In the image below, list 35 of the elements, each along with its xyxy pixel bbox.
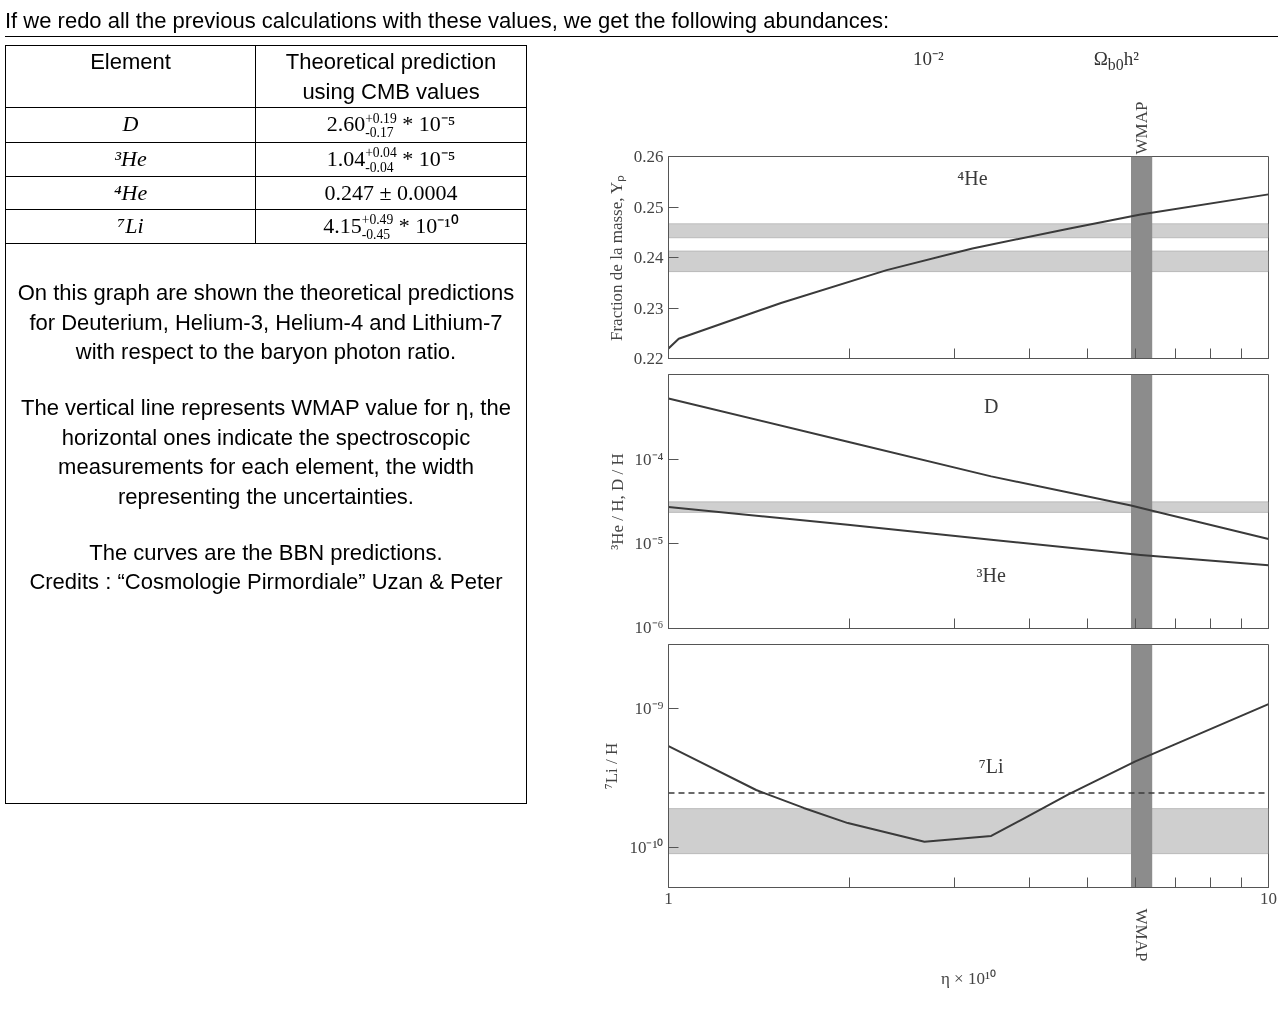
y-tick-label: 0.24 bbox=[633, 248, 664, 267]
text: Element bbox=[5, 45, 256, 108]
x-tick-label: 1 bbox=[664, 888, 673, 908]
y-tick-label: 0.25 bbox=[633, 197, 664, 217]
text: 0.247 ± 0.0004 bbox=[324, 179, 458, 205]
text: Theoretical prediction using CMB values bbox=[255, 45, 527, 108]
text: D bbox=[983, 395, 999, 418]
text: ⁷Li bbox=[978, 754, 1005, 777]
x-tick-label: 10 bbox=[1260, 888, 1277, 908]
category-label: ⁷Li bbox=[5, 209, 256, 244]
text: Ω$_{b0}$h² bbox=[1093, 48, 1139, 73]
y-axis-title: ⁷Li / H bbox=[602, 742, 622, 790]
text: If we redo all the previous calculations with these values, we get the following abundances: bbox=[5, 5, 1278, 38]
y-tick-label: 10⁻⁹ bbox=[634, 699, 664, 719]
band-label: WMAP bbox=[1132, 908, 1152, 962]
category-label: ³He bbox=[5, 142, 256, 177]
y-tick-label: 10⁻¹⁰ bbox=[629, 838, 664, 858]
y-axis-title: ³He / H, D / H bbox=[607, 453, 627, 550]
text: The curves are the BBN predictions. Credits : “Cosmologie Pirmordiale” Uzan & Peter bbox=[28, 538, 504, 597]
y-tick-label: 10⁻⁴ bbox=[634, 449, 664, 469]
text: The vertical line represents WMAP value for η, the horizontal ones indicate the spectroscopic measurements for each element, the width representing the uncertainties. bbox=[20, 393, 512, 511]
text: 10⁻² bbox=[913, 48, 944, 69]
y-tick-label: 0.26 bbox=[633, 147, 664, 166]
x-axis-title: η × 10¹⁰ bbox=[940, 969, 997, 989]
band-label: WMAP bbox=[1132, 101, 1152, 155]
category-label: ⁴He bbox=[5, 176, 256, 210]
category-label: D bbox=[5, 107, 256, 143]
y-tick-label: 0.22 bbox=[633, 349, 664, 368]
series-label: ³He bbox=[976, 563, 1006, 586]
y-tick-label: 10⁻⁶ bbox=[634, 617, 664, 637]
text: ⁴He bbox=[957, 167, 988, 190]
y-tick-label: 0.23 bbox=[633, 298, 664, 318]
y-axis-title: Fraction de la masse, Yₚ bbox=[606, 174, 627, 342]
text: On this graph are shown the theoretical predictions for Deuterium, Helium-3, Helium-4 and Lithium-7 with respect to the baryon photon ratio. bbox=[16, 278, 516, 367]
y-tick-label: 10⁻⁵ bbox=[634, 534, 664, 554]
